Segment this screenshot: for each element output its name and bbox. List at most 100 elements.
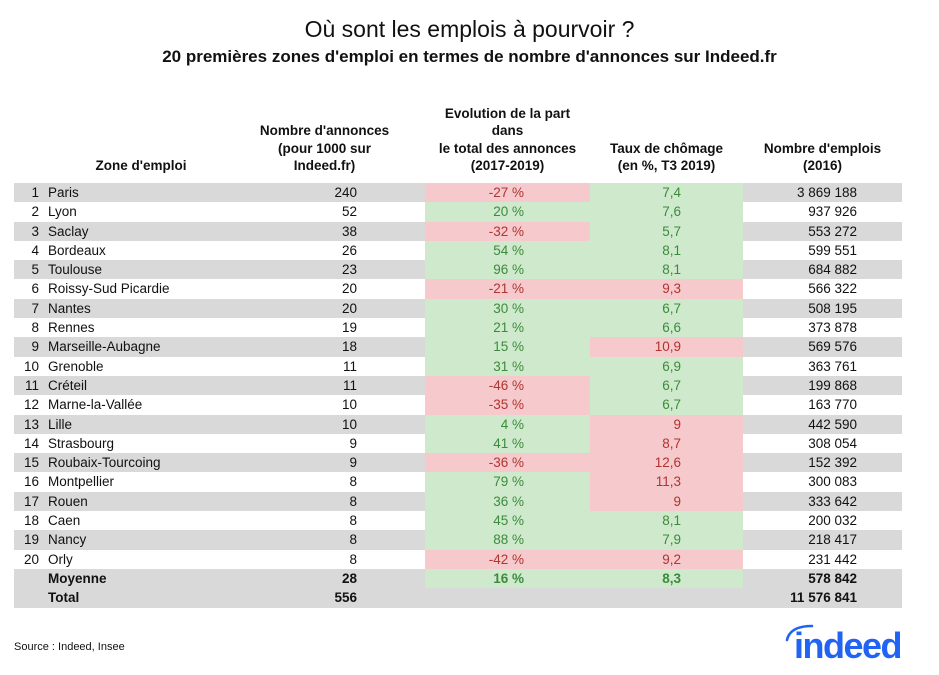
annonces-cell: 18 <box>224 337 425 357</box>
emplois-cell: 308 054 <box>743 433 902 454</box>
annonces-cell: 52 <box>224 202 425 222</box>
zone-cell: Rennes <box>44 318 224 338</box>
jobs-table: Zone d'emploi Nombre d'annonces (pour 10… <box>14 97 902 608</box>
annonces-cell: 19 <box>224 318 425 338</box>
rank-cell: 14 <box>14 433 44 454</box>
annonces-cell: 26 <box>224 240 425 261</box>
taux-cell: 12,6 <box>590 453 743 473</box>
zone-cell: Paris <box>44 183 224 203</box>
moyenne-evolution: 16 % <box>425 568 590 589</box>
zone-cell: Caen <box>44 511 224 531</box>
table-row: 19 Nancy 8 88 % 7,9 218 417 <box>14 530 902 550</box>
taux-cell: 8,1 <box>590 511 743 531</box>
table-body: 1 Paris 240 -27 % 7,4 3 869 188 2 Lyon 5… <box>14 183 902 608</box>
emplois-cell: 599 551 <box>743 240 902 261</box>
evolution-cell: 15 % <box>425 337 590 357</box>
evolution-cell: 31 % <box>425 356 590 376</box>
zone-cell: Grenoble <box>44 356 224 376</box>
table-row: 1 Paris 240 -27 % 7,4 3 869 188 <box>14 183 902 203</box>
indeed-logo: indeed <box>772 624 927 669</box>
total-label: Total <box>44 588 224 608</box>
annonces-cell: 240 <box>224 183 425 203</box>
total-evolution-cell <box>425 588 590 608</box>
annonces-cell: 8 <box>224 491 425 512</box>
emplois-cell: 373 878 <box>743 318 902 338</box>
taux-cell: 9 <box>590 414 743 434</box>
table-row: 12 Marne-la-Vallée 10 -35 % 6,7 163 770 <box>14 395 902 415</box>
taux-cell: 9,3 <box>590 279 743 299</box>
table-row: 14 Strasbourg 9 41 % 8,7 308 054 <box>14 433 902 454</box>
logo-swoosh-icon <box>785 624 814 642</box>
taux-cell: 9,2 <box>590 549 743 569</box>
emplois-cell: 3 869 188 <box>743 183 902 203</box>
taux-cell: 8,1 <box>590 240 743 261</box>
zone-cell: Nantes <box>44 298 224 319</box>
evolution-cell: 79 % <box>425 472 590 492</box>
taux-cell: 5,7 <box>590 221 743 241</box>
table-row: 11 Créteil 11 -46 % 6,7 199 868 <box>14 375 902 396</box>
annonces-cell: 11 <box>224 375 425 396</box>
source-note: Source : Indeed, Insee <box>14 641 125 653</box>
header-evolution: Evolution de la part dans le total des a… <box>438 105 577 174</box>
header-emplois: Nombre d'emplois (2016) <box>763 140 882 174</box>
taux-cell: 6,7 <box>590 298 743 319</box>
taux-cell: 10,9 <box>590 337 743 357</box>
rank-cell: 1 <box>14 183 44 203</box>
rank-cell: 5 <box>14 260 44 280</box>
annonces-cell: 9 <box>224 433 425 454</box>
annonces-cell: 8 <box>224 530 425 550</box>
rank-cell: 19 <box>14 530 44 550</box>
rank-cell: 15 <box>14 453 44 473</box>
page-title: Où sont les emplois à pourvoir ? <box>304 16 635 42</box>
table-row: 18 Caen 8 45 % 8,1 200 032 <box>14 511 902 531</box>
evolution-cell: -36 % <box>425 453 590 473</box>
header-row: Zone d'emploi Nombre d'annonces (pour 10… <box>14 97 902 183</box>
emplois-cell: 508 195 <box>743 298 902 319</box>
table-row: 6 Roissy-Sud Picardie 20 -21 % 9,3 566 3… <box>14 279 902 299</box>
page-subtitle: 20 premières zones d'emploi en termes de… <box>162 47 777 66</box>
evolution-cell: 96 % <box>425 260 590 280</box>
table-row: 5 Toulouse 23 96 % 8,1 684 882 <box>14 260 902 280</box>
table-row: 4 Bordeaux 26 54 % 8,1 599 551 <box>14 240 902 261</box>
evolution-cell: -21 % <box>425 279 590 299</box>
zone-cell: Saclay <box>44 221 224 241</box>
taux-cell: 7,6 <box>590 202 743 222</box>
rank-cell: 11 <box>14 375 44 396</box>
table-row: 7 Nantes 20 30 % 6,7 508 195 <box>14 298 902 319</box>
emplois-cell: 566 322 <box>743 279 902 299</box>
emplois-cell: 442 590 <box>743 414 902 434</box>
emplois-cell: 363 761 <box>743 356 902 376</box>
annonces-cell: 20 <box>224 298 425 319</box>
taux-cell: 6,6 <box>590 318 743 338</box>
evolution-cell: -27 % <box>425 183 590 203</box>
moyenne-emplois: 578 842 <box>743 568 902 589</box>
emplois-cell: 553 272 <box>743 221 902 241</box>
taux-cell: 6,9 <box>590 356 743 376</box>
annonces-cell: 38 <box>224 221 425 241</box>
zone-cell: Roubaix-Tourcoing <box>44 453 224 473</box>
rank-cell: 17 <box>14 491 44 512</box>
table-row: 8 Rennes 19 21 % 6,6 373 878 <box>14 318 902 338</box>
rank-cell: 8 <box>14 318 44 338</box>
zone-cell: Roissy-Sud Picardie <box>44 279 224 299</box>
rank-cell: 16 <box>14 472 44 492</box>
emplois-cell: 218 417 <box>743 530 902 550</box>
annonces-cell: 9 <box>224 453 425 473</box>
table-row: 16 Montpellier 8 79 % 11,3 300 083 <box>14 472 902 492</box>
rank-cell: 6 <box>14 279 44 299</box>
taux-cell: 8,7 <box>590 433 743 454</box>
zone-cell: Nancy <box>44 530 224 550</box>
table-row: 13 Lille 10 4 % 9 442 590 <box>14 414 902 434</box>
evolution-cell: -35 % <box>425 395 590 415</box>
header-taux: Taux de chômage (en %, T3 2019) <box>609 140 724 174</box>
rank-cell: 12 <box>14 395 44 415</box>
emplois-cell: 200 032 <box>743 511 902 531</box>
table-row: 17 Rouen 8 36 % 9 333 642 <box>14 491 902 512</box>
moyenne-annonces: 28 <box>224 568 425 589</box>
evolution-cell: 4 % <box>425 414 590 434</box>
annonces-cell: 8 <box>224 472 425 492</box>
zone-cell: Créteil <box>44 375 224 396</box>
evolution-cell: 41 % <box>425 433 590 454</box>
total-row: Total 556 11 576 841 <box>14 588 902 608</box>
zone-cell: Orly <box>44 549 224 569</box>
